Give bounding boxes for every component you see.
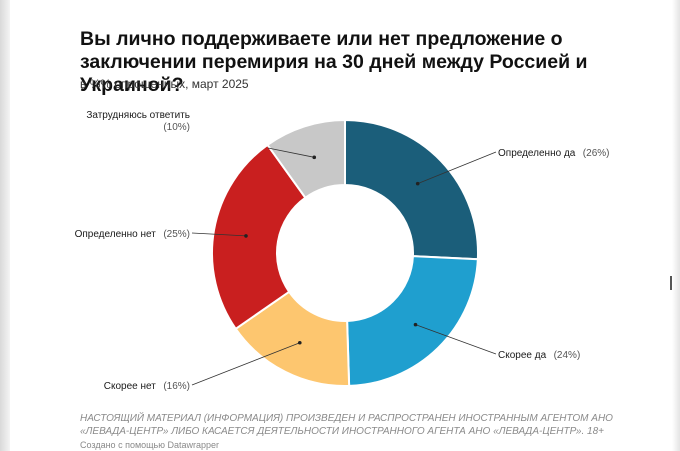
leader-dot-3 — [244, 234, 248, 238]
slice-label-pct-0: (26%) — [583, 148, 610, 159]
chart-subtitle: в %% опрошенных, март 2025 — [80, 77, 249, 91]
leader-dot-0 — [415, 181, 420, 186]
svg-text:Скорее нет (16%): Скорее нет (16%) — [104, 376, 190, 393]
slice-label-pct-4: (10%) — [163, 122, 190, 133]
slice-label-name-4: Затрудняюсь ответить — [86, 110, 190, 121]
donut-chart: Определенно да (26%) Скорее да (24%) Ско… — [75, 110, 610, 393]
svg-text:Скорее да (24%): Скорее да (24%) — [498, 345, 580, 362]
leader-line-4 — [267, 147, 315, 158]
foreign-agent-notice: НАСТОЯЩИЙ МАТЕРИАЛ (ИНФОРМАЦИЯ) ПРОИЗВЕД… — [80, 413, 613, 437]
label-group-0: Определенно да (26%) — [498, 143, 609, 160]
donut-slice-4 — [266, 118, 346, 200]
svg-text:Определенно нет (25%): Определенно нет (25%) — [75, 224, 190, 241]
edge-marker — [670, 276, 672, 290]
label-group-1: Скорее да (24%) — [498, 345, 580, 362]
datawrapper-credit: Создано с помощью Datawrapper — [80, 440, 220, 450]
page-right-edge — [672, 0, 680, 451]
leader-lines — [191, 147, 497, 386]
leader-dot-2 — [297, 340, 302, 345]
svg-text:Определенно да (26%): Определенно да (26%) — [498, 143, 609, 160]
donut-slice-0 — [344, 118, 479, 261]
leader-line-0 — [417, 151, 497, 184]
slice-label-pct-1: (24%) — [554, 350, 581, 361]
slice-label-name-2: Скорее нет — [104, 381, 156, 392]
leader-line-1 — [415, 324, 497, 355]
leader-line-2 — [191, 342, 300, 386]
leader-dot-1 — [413, 322, 418, 327]
label-group-4: Затрудняюсь ответить (10%) — [86, 110, 190, 133]
donut-slice-1 — [346, 255, 479, 387]
leader-dot-4 — [312, 155, 317, 160]
page-left-edge — [0, 0, 10, 451]
chart-title: Вы лично поддерживаете или нет предложен… — [80, 28, 588, 96]
donut-slices — [211, 118, 479, 387]
slice-label-name-1: Скорее да — [498, 350, 547, 361]
slice-label-name-3: Определенно нет — [75, 229, 157, 240]
label-group-2: Скорее нет (16%) — [104, 376, 190, 393]
slice-label-name-0: Определенно да — [498, 148, 576, 159]
donut-slice-3 — [211, 143, 307, 331]
leader-line-3 — [191, 232, 246, 237]
label-group-3: Определенно нет (25%) — [75, 224, 190, 241]
slice-label-pct-2: (16%) — [163, 381, 190, 392]
slice-label-pct-3: (25%) — [163, 229, 190, 240]
